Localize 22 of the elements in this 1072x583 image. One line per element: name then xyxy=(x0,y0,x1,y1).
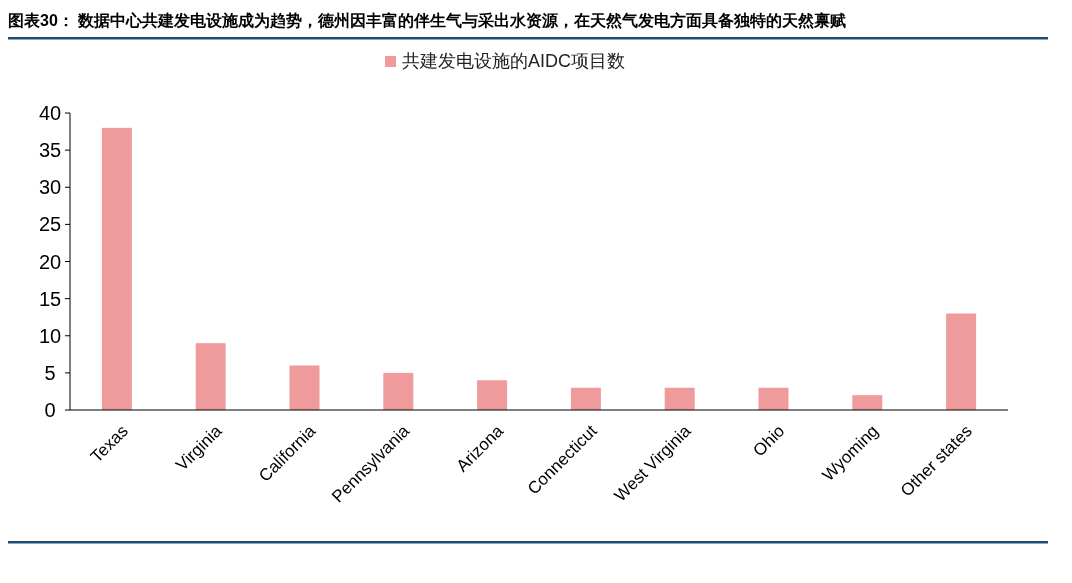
bar xyxy=(758,387,789,410)
y-tick-label: 40 xyxy=(38,102,62,124)
y-tick-label: 35 xyxy=(38,139,62,162)
chart-title: 图表30： 数据中心共建发电设施成为趋势，德州因丰富的伴生气与采出水资源，在天然气发电方面具备独特的天然禀赋 xyxy=(8,11,847,30)
bar xyxy=(289,365,320,410)
x-tick-label: Ohio xyxy=(749,421,789,461)
legend-label: 共建发电设施的AIDC项目数 xyxy=(402,51,626,71)
bar xyxy=(195,343,226,410)
bar xyxy=(664,387,695,410)
bar xyxy=(570,387,601,410)
y-tick-label: 10 xyxy=(38,324,62,347)
bar xyxy=(383,372,414,410)
bar xyxy=(946,313,977,410)
y-tick-label: 15 xyxy=(38,287,62,310)
y-tick-label: 5 xyxy=(44,361,56,384)
bar xyxy=(852,395,883,410)
bar xyxy=(101,127,132,410)
y-tick-label: 25 xyxy=(38,213,62,236)
y-tick-label: 0 xyxy=(44,399,56,421)
bar xyxy=(477,380,508,410)
y-tick-label: 20 xyxy=(38,250,62,273)
y-tick-label: 30 xyxy=(38,176,62,199)
